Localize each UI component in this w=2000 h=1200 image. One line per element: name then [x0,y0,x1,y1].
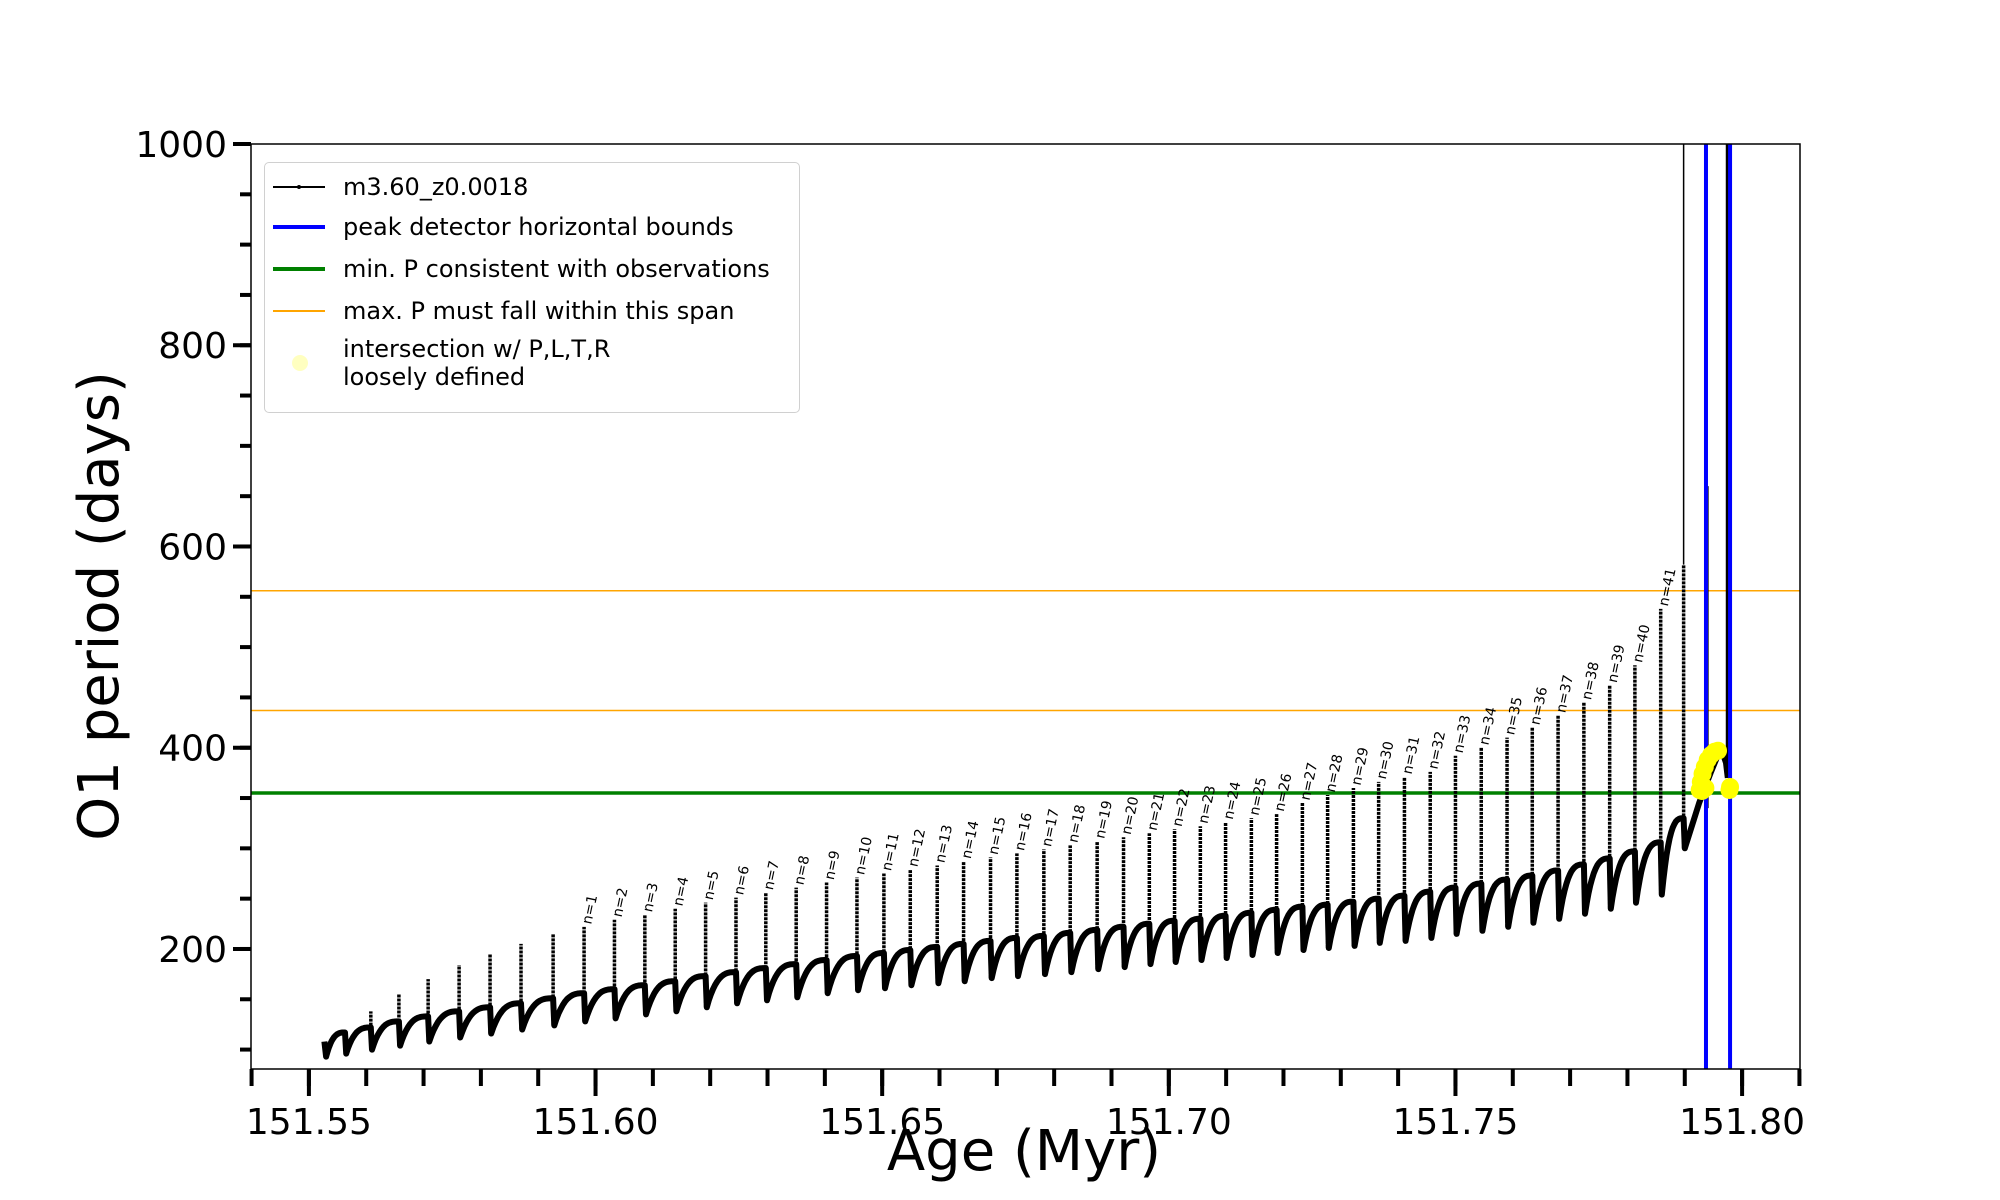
x-tick-label: 151.65 [819,1102,945,1143]
pulse-label: n=17 [1039,807,1063,848]
pulse-label: n=25 [1247,776,1271,817]
legend-label-line: loosely defined [343,363,526,391]
x-tick-label: 151.70 [1106,1102,1232,1143]
pulse-label: n=14 [959,819,983,860]
pulse-label: n=18 [1065,803,1089,844]
legend-label: m3.60_z0.0018 [343,173,529,201]
x-tick-label: 151.55 [246,1102,372,1143]
y-axis-label: O1 period (days) [67,371,132,841]
pulse-label: n=19 [1092,799,1116,840]
pulse-label: n=41 [1656,567,1680,608]
pulse-label: n=11 [879,831,903,872]
axes: 151.55 151.60 151.65 151.70 151.75 151.80 200 4… [135,125,1805,1143]
pulse-label: n=26 [1272,772,1296,813]
pulse-label: n=31 [1400,735,1424,776]
pulse-label: n=10 [852,835,876,876]
pulse-label: n=30 [1374,740,1398,781]
pulse-label: n=16 [1012,811,1036,852]
legend-entry-peak-bounds: peak detector horizontal bounds [265,209,799,245]
pulse-label: n=38 [1579,660,1603,701]
pulse-label: n=22 [1170,787,1194,828]
legend-entry-model: m3.60_z0.0018 [265,169,799,205]
pulse-label: n=6 [731,864,753,896]
legend-label: min. P consistent with observations [343,255,770,283]
y-tick-label: 600 [158,527,227,568]
y-tick-label: 400 [158,729,227,770]
legend-line-blue [273,225,325,229]
y-tick-label: 800 [158,326,227,367]
pulse-label: n=7 [761,859,783,891]
x-tick-label: 151.60 [533,1102,659,1143]
pulse-label: n=32 [1425,730,1449,771]
pulse-label: n=4 [670,875,692,907]
legend-label: max. P must fall within this span [343,297,735,325]
pulse-label: n=34 [1477,706,1501,747]
pulse-label: n=21 [1145,791,1169,832]
series-line [321,744,1731,1060]
pulse-label: n=29 [1349,746,1373,787]
pulse-label: n=28 [1323,753,1347,794]
intersection-point [1696,778,1715,797]
legend-label: peak detector horizontal bounds [343,213,734,241]
pulse-label: n=20 [1119,795,1143,836]
y-tick-label: 200 [158,930,227,971]
legend-entry-max-p: max. P must fall within this span [265,293,799,329]
x-tick-label: 151.75 [1392,1102,1518,1143]
pulse-label: n=27 [1298,761,1322,802]
pulse-label: n=3 [640,881,662,913]
x-axis-label: Age (Myr) [887,1119,1161,1184]
plot-frame [250,143,1801,1070]
pulse-label: n=13 [932,823,956,864]
legend-label-line: intersection w/ P,L,T,R [343,335,611,363]
pulse-label: n=23 [1196,784,1220,825]
legend-line-green [273,267,325,271]
legend-entry-min-p: min. P consistent with observations [265,251,799,287]
legend-line-black [273,185,325,189]
pulse-label: n=12 [906,827,930,868]
intersection-point [1720,780,1739,799]
legend: m3.60_z0.0018 peak detector horizontal b… [264,162,800,413]
pulse-label: n=24 [1221,780,1245,821]
plot-area: n=1 n=2 n=3 n=4 n=5 n=6 n=7 n=8 n=9 n=10 n=11 n=12 n… [251,144,1800,1069]
intersection-point [1709,741,1728,760]
pulse-label: n=39 [1605,643,1629,684]
x-tick-label: 151.80 [1679,1102,1805,1143]
legend-line-orange [273,310,325,312]
pulse-label: n=40 [1630,623,1654,664]
pulse-label: n=9 [822,849,844,881]
pulse-label: n=5 [701,869,723,901]
legend-dot-yellow [292,355,308,371]
pulse-label: n=8 [791,854,813,886]
pulse-label: n=2 [610,886,632,918]
pulse-label: n=37 [1553,673,1577,714]
plot-content [251,144,1800,1069]
pulse-label: n=1 [579,893,601,925]
pulse-label: n=15 [986,815,1010,856]
legend-entry-intersection: intersection w/ P,L,T,R loosely defined [265,333,799,393]
legend-label: intersection w/ P,L,T,R loosely defined [343,335,610,391]
y-tick-label: 1000 [135,125,227,166]
pulse-label: n=35 [1502,696,1526,737]
pulse-label: n=36 [1528,685,1552,726]
pulse-label: n=33 [1451,714,1475,755]
